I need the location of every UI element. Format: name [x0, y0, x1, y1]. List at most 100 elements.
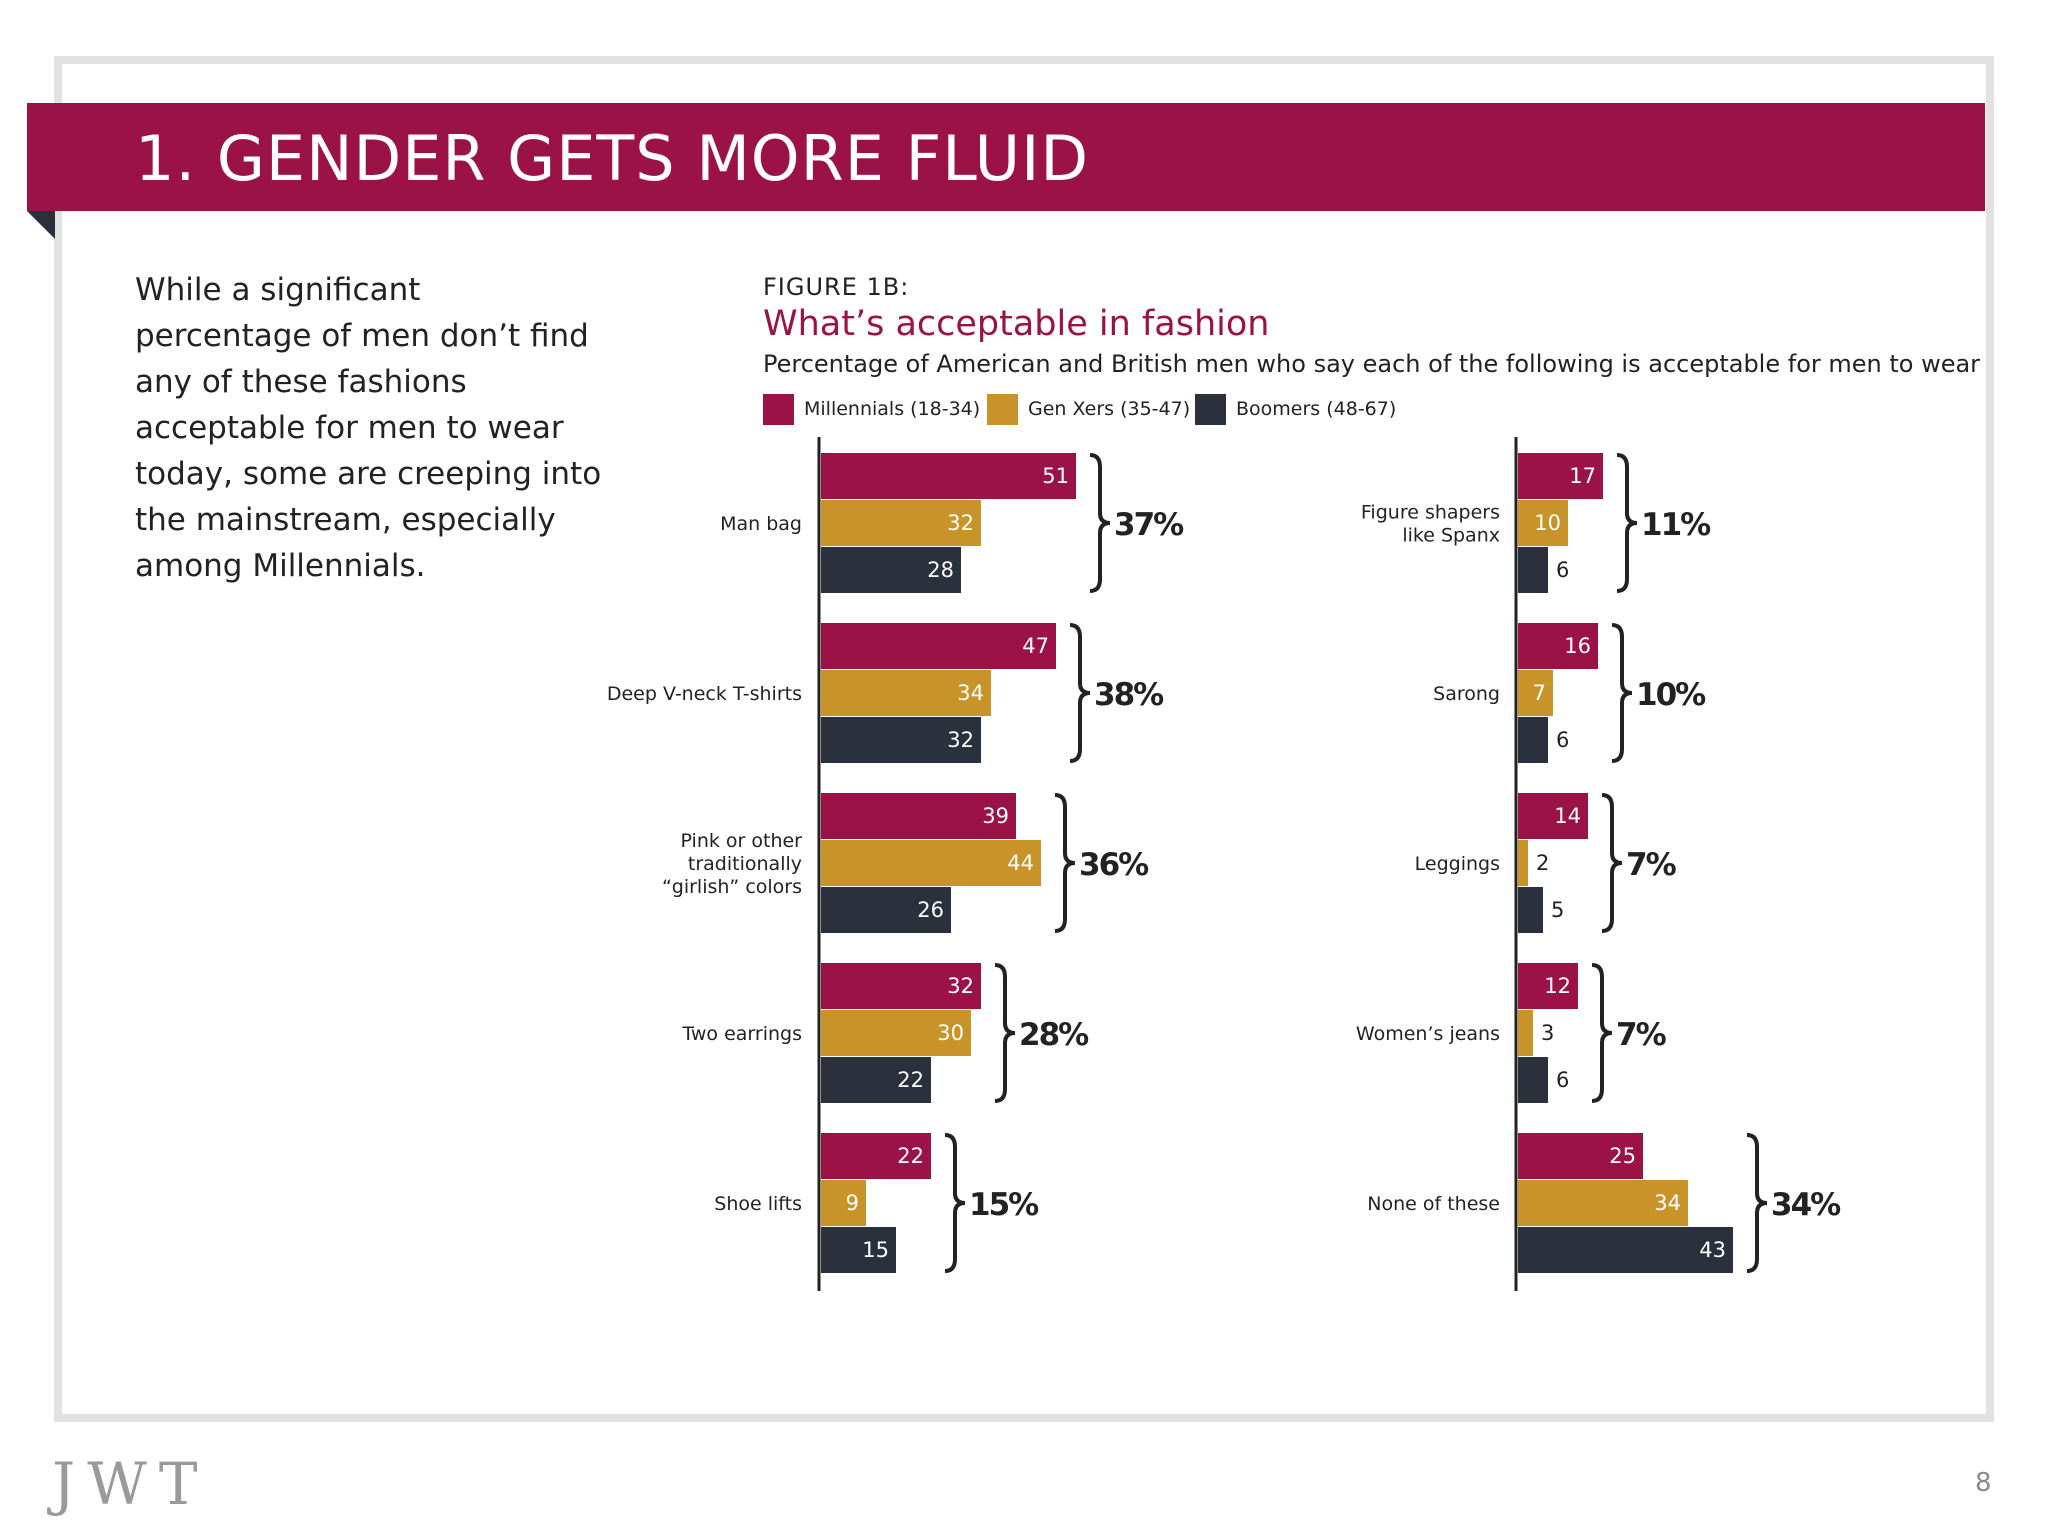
group-total-label: 7% [1616, 1017, 1667, 1053]
slide-title: 1. GENDER GETS MORE FLUID [135, 122, 1090, 195]
legend-swatch-boomers [1195, 393, 1226, 425]
legend-label-millennials: Millennials (18-34) [804, 398, 981, 420]
bar-value-label: 7 [1533, 681, 1546, 705]
group-total-label: 36% [1079, 847, 1149, 883]
page-number: 8 [1975, 1468, 1992, 1498]
bar-value-label: 51 [1042, 464, 1069, 488]
curly-brace [994, 963, 1016, 1103]
bar-value-label: 47 [1022, 634, 1049, 658]
bar [821, 453, 1076, 499]
curly-brace [1746, 1133, 1768, 1273]
bar-value-label: 17 [1569, 464, 1596, 488]
bar [821, 1057, 931, 1103]
bar [821, 1133, 931, 1179]
bar [1518, 793, 1588, 839]
curly-brace [1616, 453, 1638, 593]
figure-label: FIGURE 1B: [763, 273, 910, 301]
category-label: None of these [1367, 1193, 1500, 1215]
bar [821, 1227, 896, 1273]
category-label: Two earrings [681, 1023, 802, 1045]
group-total-label: 34% [1771, 1187, 1841, 1223]
legend-swatch-millennials [763, 393, 794, 425]
intro-paragraph: While a significant percentage of men do… [135, 272, 602, 584]
bar-value-label: 44 [1007, 851, 1034, 875]
bar [821, 963, 981, 1009]
bar-value-label: 34 [1654, 1191, 1681, 1215]
category-label: Figure shapers like Spanx [1361, 502, 1500, 547]
bar [1518, 1010, 1533, 1056]
bar-value-label: 22 [897, 1068, 924, 1092]
group-total-label: 38% [1094, 677, 1164, 713]
category-label: Shoe lifts [714, 1193, 802, 1215]
bar [1518, 453, 1603, 499]
bar [821, 840, 1041, 886]
title-banner [27, 103, 1985, 211]
bar-value-label: 2 [1536, 851, 1549, 875]
bar-value-label: 9 [846, 1191, 859, 1215]
bar [1518, 623, 1598, 669]
bar-value-label: 34 [957, 681, 984, 705]
group-total-label: 15% [969, 1187, 1039, 1223]
curly-brace [1591, 963, 1613, 1103]
bar-value-label: 12 [1544, 974, 1571, 998]
legend-item-genx: Gen Xers (35-47) [987, 393, 1190, 425]
curly-brace [1611, 623, 1633, 763]
legend-label-genx: Gen Xers (35-47) [1028, 398, 1191, 420]
curly-brace [944, 1133, 966, 1273]
bar-value-label: 32 [947, 728, 974, 752]
bar [1518, 1133, 1643, 1179]
bar-value-label: 22 [897, 1144, 924, 1168]
bar-value-label: 6 [1556, 1068, 1569, 1092]
bar-value-label: 6 [1556, 558, 1569, 582]
bar [1518, 963, 1578, 1009]
curly-brace [1089, 453, 1111, 593]
bar [1518, 670, 1553, 716]
group-total-label: 7% [1626, 847, 1677, 883]
bar [821, 670, 991, 716]
jwt-logo: JWT [52, 1450, 210, 1518]
bar-value-label: 30 [937, 1021, 964, 1045]
bar [1518, 840, 1528, 886]
bar [1518, 717, 1548, 763]
curly-brace [1054, 793, 1076, 933]
bar [1518, 547, 1548, 593]
bar [1518, 500, 1568, 546]
bar [1518, 1057, 1548, 1103]
bar-value-label: 32 [947, 511, 974, 535]
category-label: Leggings [1415, 853, 1500, 875]
bar-value-label: 32 [947, 974, 974, 998]
legend-label-boomers: Boomers (48-67) [1236, 398, 1397, 420]
group-total-label: 11% [1641, 507, 1711, 543]
bar-value-label: 39 [982, 804, 1009, 828]
category-label: Pink or other traditionally “girlish” colo… [662, 830, 802, 898]
bar-value-label: 16 [1564, 634, 1591, 658]
bar [821, 887, 951, 933]
bar [821, 623, 1056, 669]
category-label: Sarong [1433, 683, 1500, 705]
curly-brace [1601, 793, 1623, 933]
group-total-label: 28% [1019, 1017, 1089, 1053]
bar [821, 547, 961, 593]
bar [821, 717, 981, 763]
bar-value-label: 6 [1556, 728, 1569, 752]
legend-item-millennials: Millennials (18-34) [763, 393, 980, 425]
bar [1518, 1180, 1688, 1226]
bar-value-label: 3 [1541, 1021, 1554, 1045]
category-label: Man bag [720, 513, 802, 535]
slide-frame [54, 56, 1994, 1422]
bar-value-label: 10 [1534, 511, 1561, 535]
group-total-label: 10% [1636, 677, 1706, 713]
figure-subtitle: Percentage of American and British men w… [763, 350, 1981, 378]
figure-title: What’s acceptable in fashion [763, 304, 1270, 344]
curly-brace [1069, 623, 1091, 763]
bar-value-label: 14 [1554, 804, 1581, 828]
bar [1518, 1227, 1733, 1273]
bar-value-label: 43 [1699, 1238, 1726, 1262]
category-label: Women’s jeans [1356, 1023, 1500, 1045]
bar [821, 500, 981, 546]
legend-swatch-genx [987, 393, 1018, 425]
legend-item-boomers: Boomers (48-67) [1195, 393, 1396, 425]
group-total-label: 37% [1114, 507, 1184, 543]
bar [1518, 887, 1543, 933]
